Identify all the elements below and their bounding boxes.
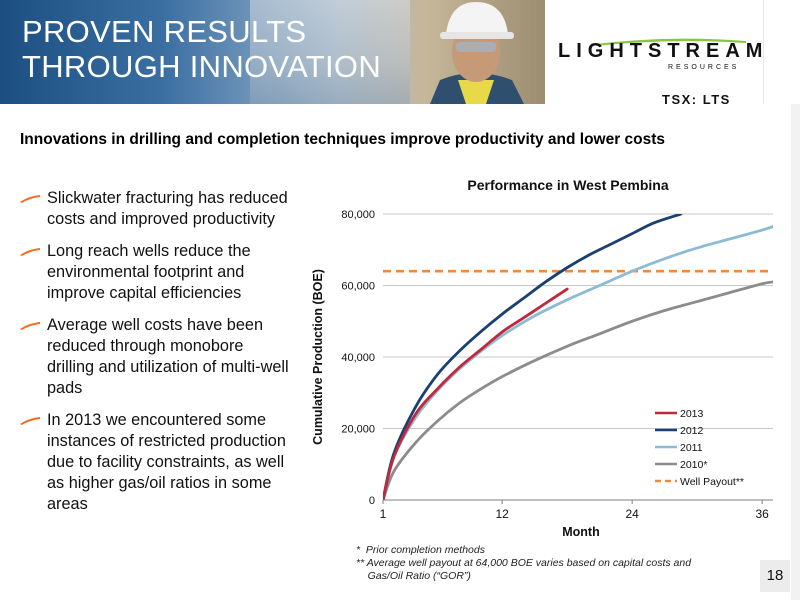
storage-tank-image	[250, 0, 410, 104]
x-tick-label: 1	[380, 507, 387, 521]
legend-label: 2013	[680, 408, 704, 420]
legend-label: 2011	[680, 442, 703, 454]
footnotes: * Prior completion methods ** Average we…	[356, 544, 691, 583]
bullet-item: In 2013 we encountered some instances of…	[20, 410, 290, 515]
bullet-dash-icon	[20, 248, 40, 256]
slide-right-edge	[791, 104, 800, 600]
y-tick-label: 0	[369, 495, 375, 507]
bullet-item: Long reach wells reduce the environmenta…	[20, 241, 290, 304]
legend-label: Well Payout**	[680, 476, 744, 488]
y-axis-label: Cumulative Production (BOE)	[311, 269, 325, 445]
company-logo: LIGHTSTREAM	[558, 40, 769, 62]
series-line-2	[383, 225, 773, 500]
header-banner: PROVEN RESULTS THROUGH INNOVATION LIGHTS…	[0, 0, 800, 104]
header-right-band	[763, 0, 800, 104]
x-axis-label: Month	[562, 525, 599, 539]
x-tick-label: 24	[625, 507, 639, 521]
footnote-1: * Prior completion methods	[356, 544, 485, 556]
y-tick-label: 40,000	[341, 352, 375, 364]
worker-photo	[430, 2, 524, 104]
x-tick-label: 36	[755, 507, 769, 521]
slide-title: PROVEN RESULTS THROUGH INNOVATION	[22, 14, 382, 84]
bullet-item: Slickwater fracturing has reduced costs …	[20, 188, 290, 230]
y-tick-label: 60,000	[341, 281, 375, 293]
bullet-text: Average well costs have been reduced thr…	[47, 316, 289, 397]
chart-title: Performance in West Pembina	[467, 177, 668, 193]
legend-label: 2012	[680, 425, 704, 437]
bullet-dash-icon	[20, 417, 40, 425]
y-tick-label: 80,000	[341, 209, 375, 221]
footnote-2: ** Average well payout at 64,000 BOE var…	[356, 557, 692, 582]
bullet-list: Slickwater fracturing has reduced costs …	[20, 188, 290, 526]
bullet-text: In 2013 we encountered some instances of…	[47, 411, 286, 513]
bullet-dash-icon	[20, 322, 40, 330]
legend-label: 2010*	[680, 459, 707, 471]
x-tick-label: 12	[495, 507, 509, 521]
logo-panel	[545, 0, 763, 104]
bullet-item: Average well costs have been reduced thr…	[20, 315, 290, 399]
slide-subtitle: Innovations in drilling and completion t…	[20, 131, 666, 148]
y-tick-label: 20,000	[341, 424, 375, 436]
bullet-text: Long reach wells reduce the environmenta…	[47, 242, 251, 302]
series-line-0	[383, 287, 569, 500]
series-line-3	[383, 280, 773, 500]
company-logo-subtitle: RESOURCES	[668, 64, 740, 71]
performance-chart: Performance in West Pembina 0 20,000 40,000…	[311, 177, 773, 539]
bullet-text: Slickwater fracturing has reduced costs …	[47, 189, 288, 228]
logo-swoosh-icon	[596, 38, 746, 46]
series-line-1	[383, 214, 683, 500]
ticker-symbol: TSX: LTS	[662, 92, 731, 104]
page-number: 18	[760, 560, 790, 592]
bullet-dash-icon	[20, 195, 40, 203]
